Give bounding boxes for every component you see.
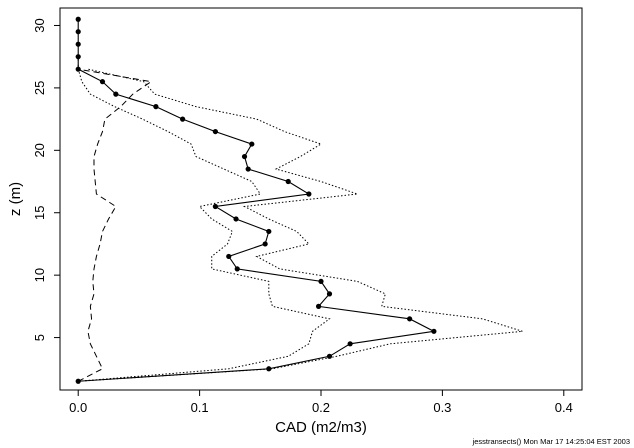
data-point: [75, 41, 81, 47]
data-point: [326, 291, 333, 297]
data-point: [234, 266, 240, 272]
data-point: [113, 91, 119, 97]
x-tick-label: 0.4: [555, 400, 573, 415]
x-tick-label: 0.3: [433, 400, 451, 415]
data-point: [212, 203, 218, 210]
data-point: [285, 178, 291, 185]
x-tick-label: 0.1: [191, 400, 209, 415]
data-point: [75, 378, 81, 384]
plot-frame: [59, 7, 583, 391]
data-point: [75, 16, 81, 22]
x-axis: 0.0 0.1 0.2 0.3 0.4: [69, 390, 573, 415]
y-axis-title: z (m): [7, 182, 24, 216]
data-point: [249, 141, 255, 147]
y-tick-label: 20: [32, 143, 47, 157]
data-point: [315, 303, 322, 309]
y-axis: 5 10 15 20 25 30: [32, 18, 60, 341]
data-point: [75, 54, 81, 60]
data-point: [241, 153, 248, 160]
data-point: [75, 29, 81, 35]
x-tick-label: 0.2: [312, 400, 330, 415]
data-point: [262, 241, 268, 247]
data-point: [306, 191, 312, 197]
data-point: [318, 278, 324, 284]
data-point: [431, 328, 437, 334]
data-point: [266, 228, 272, 235]
y-tick-label: 30: [32, 18, 47, 32]
data-point: [180, 116, 186, 122]
data-point: [233, 216, 239, 222]
data-point: [245, 166, 251, 172]
data-point: [347, 341, 353, 347]
series-layer: [75, 16, 523, 384]
data-point: [212, 128, 218, 135]
dashed-profile-line: [77, 56, 153, 382]
data-point: [326, 353, 333, 359]
upper-bound-line: [78, 68, 523, 382]
y-tick-label: 5: [32, 334, 47, 341]
x-tick-label: 0.0: [69, 400, 87, 415]
x-axis-title: CAD (m2/m3): [275, 419, 367, 436]
y-tick-label: 10: [32, 268, 47, 282]
data-point: [153, 104, 159, 110]
data-point: [266, 366, 272, 372]
y-tick-label: 25: [32, 81, 47, 95]
y-tick-label: 15: [32, 205, 47, 219]
mean-profile-line: [77, 19, 436, 382]
footer-timestamp: jesstransects() Mon Mar 17 14:25:04 EST …: [472, 437, 630, 446]
lower-bound-line: [77, 69, 331, 382]
data-point: [99, 79, 106, 85]
data-point: [407, 316, 413, 322]
data-point: [226, 253, 232, 260]
